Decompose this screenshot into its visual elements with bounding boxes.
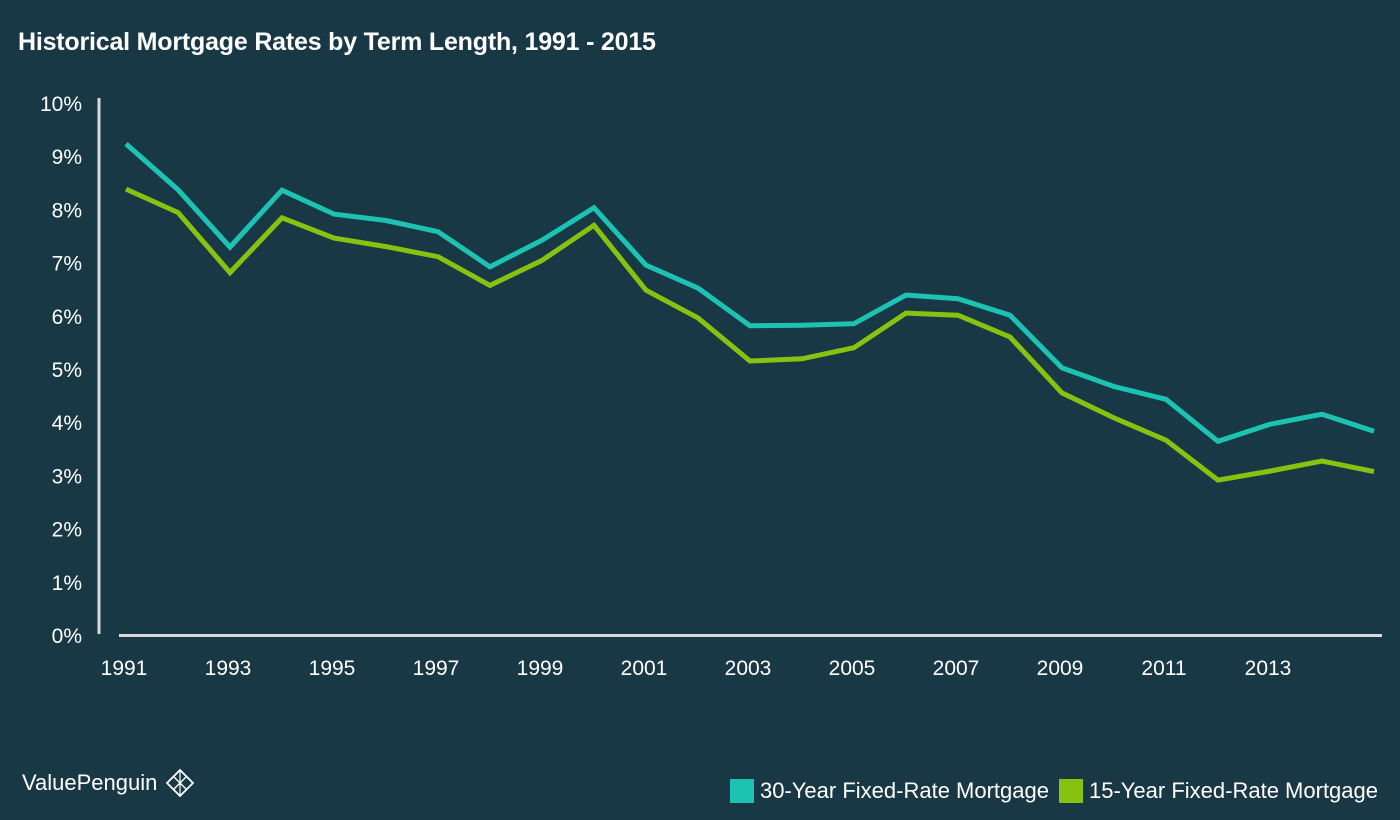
legend-swatch-30yr	[729, 779, 754, 803]
y-tick-label: 7%	[52, 253, 82, 276]
x-tick-label: 1997	[413, 657, 460, 680]
y-tick-label: 8%	[52, 199, 82, 222]
x-axis: 1991 1993 1995 1997 1999 2001 2003 2005 2007 2009…	[101, 634, 1382, 680]
x-tick-label: 2011	[1141, 657, 1186, 680]
y-tick-label: 1%	[52, 572, 82, 595]
series-line-15yr	[124, 186, 1375, 483]
series-layer	[124, 142, 1375, 483]
brand-name: ValuePenguin	[22, 770, 158, 795]
penguin-diamond-icon	[166, 768, 195, 798]
x-tick-label: 2009	[1037, 657, 1084, 680]
y-tick-label: 4%	[52, 412, 82, 435]
y-tick-label: 5%	[52, 359, 82, 382]
legend-item-15yr: 15-Year Fixed-Rate Mortgage	[1058, 778, 1378, 804]
x-tick-label: 2003	[725, 657, 772, 680]
y-axis: 0% 1% 2% 3% 4% 5% 6% 7% 8% 9% 10%	[40, 93, 101, 648]
y-tick-label: 3%	[52, 465, 82, 488]
y-tick-label: 0%	[52, 625, 82, 648]
series-line-30yr	[124, 142, 1375, 445]
legend-label-30yr: 30-Year Fixed-Rate Mortgage	[759, 778, 1049, 803]
x-tick-label: 1993	[205, 657, 252, 680]
y-tick-label: 6%	[52, 306, 82, 329]
brand-logo: ValuePenguin	[22, 768, 195, 798]
chart-title: Historical Mortgage Rates by Term Length…	[18, 28, 656, 56]
legend-label-15yr: 15-Year Fixed-Rate Mortgage	[1088, 778, 1378, 803]
x-tick-label: 1995	[309, 657, 356, 680]
legend: 30-Year Fixed-Rate Mortgage 15-Year Fixe…	[720, 778, 1378, 804]
y-tick-label: 10%	[40, 93, 82, 116]
y-tick-label: 2%	[52, 519, 82, 542]
x-tick-label: 2001	[621, 657, 668, 680]
legend-swatch-15yr	[1058, 779, 1083, 803]
x-tick-label: 1999	[517, 657, 564, 680]
x-tick-label: 2013	[1245, 657, 1292, 680]
x-tick-label: 1991	[101, 657, 148, 680]
x-tick-label: 2005	[829, 657, 876, 680]
y-tick-label: 9%	[52, 146, 82, 169]
legend-item-30yr: 30-Year Fixed-Rate Mortgage	[729, 778, 1049, 804]
x-tick-label: 2007	[933, 657, 980, 680]
